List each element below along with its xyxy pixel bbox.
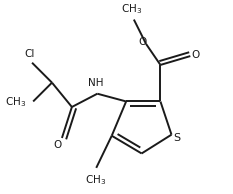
Text: CH$_3$: CH$_3$ (121, 3, 142, 16)
Text: CH$_3$: CH$_3$ (85, 173, 106, 187)
Text: NH: NH (89, 78, 104, 88)
Text: CH$_3$: CH$_3$ (5, 96, 26, 109)
Text: O: O (191, 50, 199, 60)
Text: S: S (174, 133, 181, 143)
Text: O: O (138, 37, 146, 47)
Text: Cl: Cl (25, 49, 35, 59)
Text: O: O (54, 140, 62, 150)
